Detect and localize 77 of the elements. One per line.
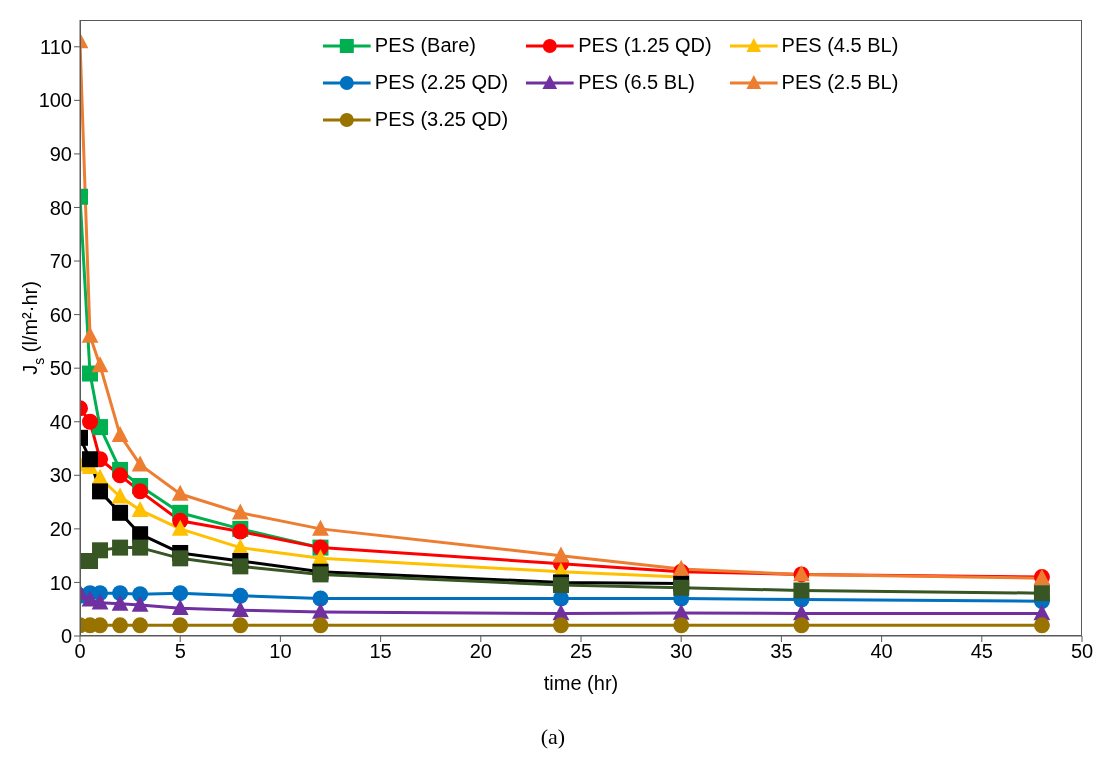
legend-label: PES (6.5 BL) [578,71,695,94]
point [172,617,189,634]
point [112,504,129,521]
y-tick-label: 100 [38,89,72,112]
point [1033,617,1050,634]
legend-label: PES (2.5 BL) [781,71,899,94]
x-tick-label: 45 [970,640,993,663]
legend-label: PES (2.25 QD) [374,71,509,94]
text: (a) [539,724,567,750]
y-tick-label: 50 [49,357,72,380]
point [132,539,149,556]
point [232,558,249,575]
point [111,425,129,442]
point [312,617,329,634]
point [232,617,249,634]
point [312,519,329,536]
point [312,602,329,619]
point [92,542,109,559]
point [82,451,99,468]
point [91,593,109,610]
x-tick-label: 30 [670,640,693,663]
point [111,594,129,611]
point [171,519,189,536]
x-tick-label: 50 [1070,640,1094,663]
y-tick-label: 40 [49,410,72,433]
point [673,617,690,634]
point [312,590,329,607]
point [673,579,690,596]
point [132,617,149,634]
x-tick-label: 5 [174,640,186,663]
point [232,587,249,604]
point [231,601,249,618]
point [131,500,149,517]
point [552,617,569,634]
y-tick-label: 10 [49,571,72,594]
legend-label: PES (3.25 QD) [374,108,509,131]
point [91,356,109,373]
x-tick-label: 25 [569,640,593,663]
y-tick-label: 30 [49,464,72,487]
point [172,550,189,567]
legend-label: PES (Bare) [374,34,476,57]
point [131,595,149,612]
point [172,585,189,602]
y-tick-label: 90 [49,143,72,166]
y-tick-label: 20 [49,517,72,540]
y-tick-label: 80 [49,196,72,219]
point [171,598,189,615]
point [112,539,129,556]
point [92,617,109,634]
legend-label: PES (1.25 QD) [578,34,712,57]
point [552,546,570,563]
x-tick-label: 10 [269,640,292,663]
legend-label: PES (4.5 BL) [781,34,899,57]
x-axis-title: time (hr) [543,672,619,694]
x-tick-label: 35 [770,640,793,663]
point [793,617,810,634]
y-tick-label: 0 [60,625,72,648]
y-tick-label: 60 [49,303,72,326]
x-tick-label: 0 [74,640,86,663]
x-tick-label: 15 [369,640,392,663]
point [231,503,249,520]
point [132,483,149,500]
point [793,582,810,599]
point [82,413,99,430]
point [112,617,129,634]
point [171,484,189,501]
point [111,487,129,504]
point [1033,585,1050,602]
y-tick-label: 110 [40,35,72,58]
y-tick-label: 70 [49,250,72,273]
point [81,326,99,343]
x-tick-label: 40 [870,640,893,663]
point [131,455,149,472]
point [672,559,690,576]
point [92,483,109,500]
x-tick-label: 20 [469,640,492,663]
point [112,467,129,484]
